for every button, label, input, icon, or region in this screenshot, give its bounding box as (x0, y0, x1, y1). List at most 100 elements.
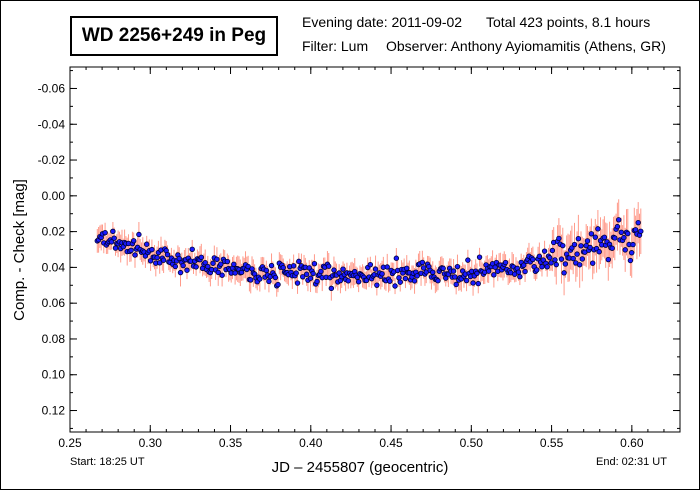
data-point (205, 263, 211, 270)
data-point (440, 265, 446, 272)
data-point (310, 270, 316, 277)
data-point (293, 270, 299, 276)
data-point (536, 253, 543, 259)
data-point (193, 264, 199, 270)
y-tick-label: 0.08 (42, 332, 66, 346)
data-point (402, 275, 409, 282)
data-point (112, 245, 119, 251)
data-point (257, 276, 263, 282)
data-point (160, 257, 167, 263)
data-point (147, 258, 154, 264)
x-tick-label: 0.60 (620, 436, 644, 450)
data-point (430, 269, 436, 275)
x-tick-label: 0.40 (299, 436, 323, 450)
data-point (143, 241, 150, 247)
data-point (544, 264, 550, 270)
data-point (420, 265, 427, 271)
observer-label: Observer: Anthony Ayiomamitis (Athens, G… (386, 38, 666, 54)
data-point (172, 263, 179, 270)
data-point (189, 246, 195, 252)
data-point (132, 252, 138, 258)
data-point (560, 242, 566, 249)
data-point (290, 263, 297, 269)
data-point (530, 256, 536, 263)
data-point (589, 260, 596, 266)
data-point (548, 260, 554, 266)
data-point (214, 256, 220, 263)
y-tick-label: 0.00 (42, 189, 66, 203)
data-point (154, 254, 160, 261)
data-point (303, 271, 310, 277)
data-point (553, 261, 559, 268)
data-point (136, 231, 142, 238)
data-point (355, 279, 362, 285)
data-point (110, 228, 116, 235)
y-tick-label: 0.02 (42, 225, 66, 239)
data-point (296, 258, 302, 265)
data-point (549, 247, 556, 254)
data-point (372, 266, 379, 272)
y-axis-label: Comp. - Check [mag] (11, 179, 28, 321)
x-tick-label: 0.30 (139, 436, 163, 450)
data-point (307, 275, 314, 281)
data-point (476, 254, 483, 260)
data-point (184, 267, 190, 273)
data-point (411, 278, 418, 284)
start-time: Start: 18:25 UT (70, 456, 145, 468)
data-point (263, 267, 270, 274)
data-point (463, 277, 470, 284)
data-point (326, 263, 332, 269)
data-point (612, 235, 618, 241)
data-point (102, 229, 108, 236)
data-point (367, 261, 374, 268)
x-tick-label: 0.45 (379, 436, 403, 450)
data-point (275, 281, 281, 288)
data-point (435, 278, 441, 284)
data-point (627, 257, 634, 264)
data-point (571, 241, 578, 248)
y-tick-label: 0.06 (42, 296, 66, 310)
data-point (180, 262, 186, 269)
data-point (176, 255, 182, 262)
data-point (453, 281, 459, 288)
data-point (576, 262, 583, 268)
data-point (485, 268, 492, 274)
data-point (336, 270, 342, 276)
data-point (534, 267, 540, 273)
data-point (635, 219, 641, 226)
data-point (605, 256, 611, 263)
data-point (311, 261, 318, 267)
data-point (404, 265, 410, 271)
data-point (541, 248, 548, 254)
data-point (331, 267, 337, 273)
data-point (575, 236, 582, 242)
data-point (130, 238, 137, 244)
data-point (215, 269, 221, 276)
data-point (280, 264, 286, 271)
data-point (198, 254, 205, 261)
data-point (149, 246, 155, 253)
data-point (450, 268, 457, 274)
data-point (318, 268, 324, 275)
data-point (268, 262, 275, 269)
end-time: End: 02:31 UT (596, 456, 667, 468)
data-point (396, 275, 402, 281)
data-point (539, 264, 545, 270)
data-point (558, 256, 565, 262)
data-point (177, 269, 184, 276)
data-point (224, 258, 231, 265)
data-point (328, 285, 335, 292)
evening-date: Evening date: 2011-09-02 (302, 14, 463, 30)
data-point (622, 247, 628, 253)
data-point (521, 262, 527, 268)
data-point (502, 259, 509, 266)
data-point (596, 249, 602, 255)
data-point (630, 241, 636, 248)
x-tick-label: 0.55 (540, 436, 564, 450)
data-point (609, 245, 615, 251)
data-point (314, 278, 320, 285)
data-point (419, 259, 426, 266)
y-tick-label: -0.06 (38, 81, 66, 95)
y-tick-label: -0.02 (38, 153, 66, 167)
